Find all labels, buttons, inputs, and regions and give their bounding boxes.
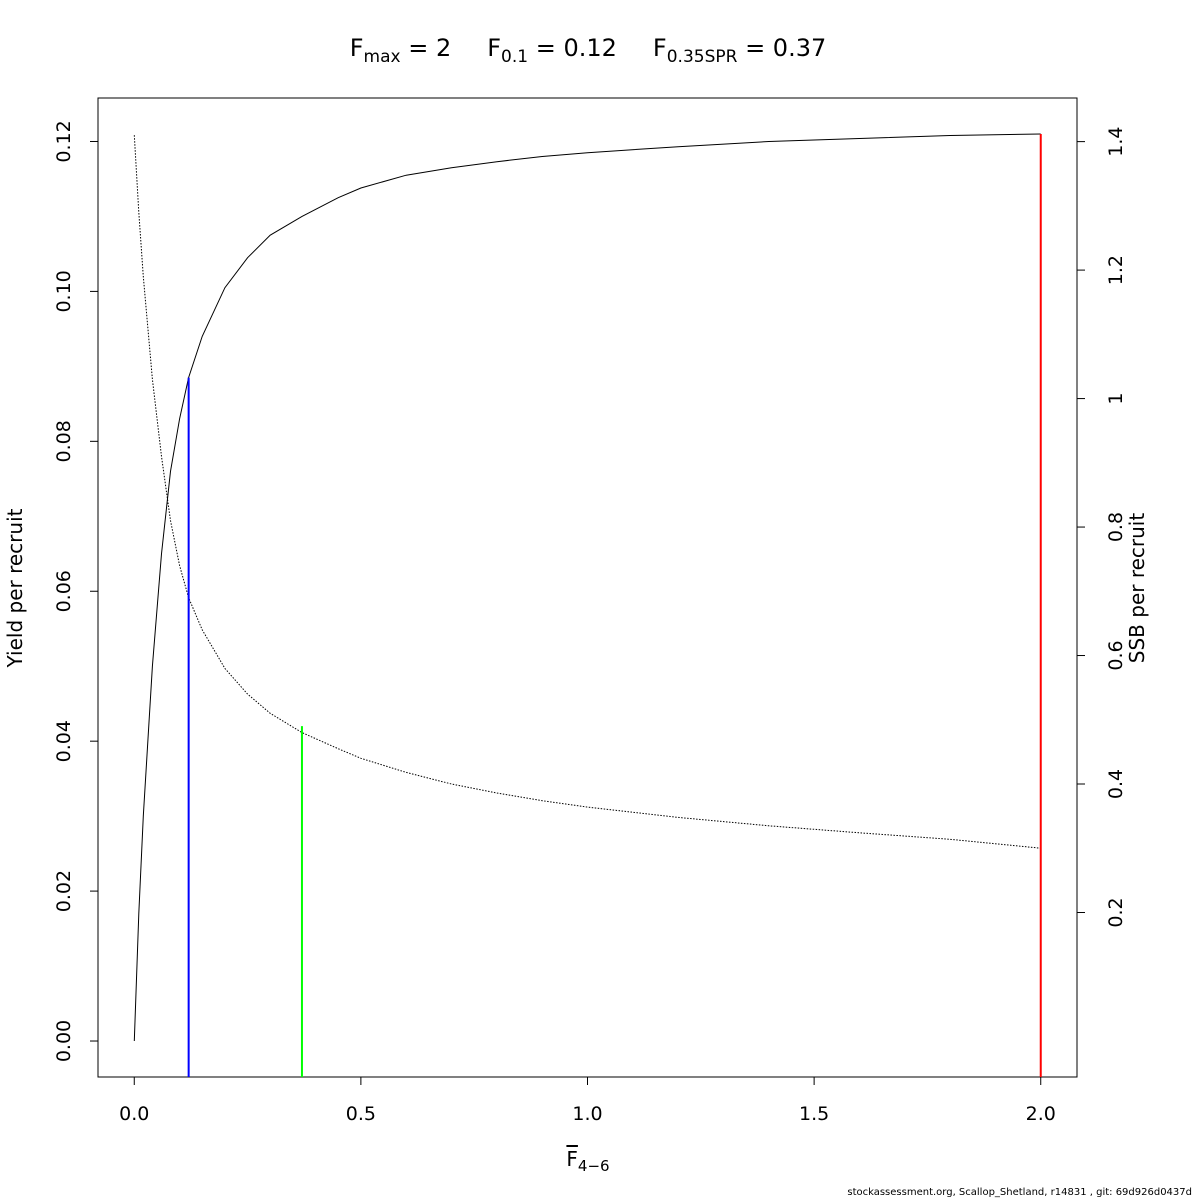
y-right-axis-label: SSB per recruit	[1125, 513, 1149, 664]
x-tick-label: 1.0	[572, 1103, 602, 1125]
x-tick-label: 0.5	[346, 1103, 376, 1125]
y-left-tick-label: 0.10	[53, 270, 75, 312]
x-tick-label: 2.0	[1026, 1103, 1056, 1125]
chart-title: Fmax = 2 F0.1 = 0.12 F0.35SPR = 0.37	[350, 34, 827, 67]
y-right-tick-label: 0.8	[1105, 512, 1127, 542]
y-left-axis-label: Yield per recruit	[3, 508, 27, 668]
x-tick-label: 0.0	[119, 1103, 149, 1125]
yield-per-recruit-curve	[133, 133, 1041, 1042]
plot-frame	[97, 97, 1078, 1078]
y-right-tick-label: 0.6	[1105, 640, 1127, 670]
footer-credit: stockassessment.org, Scallop_Shetland, r…	[847, 1187, 1192, 1198]
y-left-tick-label: 0.04	[53, 720, 75, 762]
y-left-tick-label: 0.00	[53, 1020, 75, 1062]
y-left-tick-label: 0.12	[53, 120, 75, 162]
y-right-tick-label: 1	[1105, 393, 1127, 405]
x-tick-label: 1.5	[799, 1103, 829, 1125]
y-left-tick-label: 0.06	[53, 570, 75, 612]
y-right-tick-label: 1.2	[1105, 255, 1127, 285]
ssb-per-recruit-curve	[133, 135, 1041, 849]
y-left-tick-label: 0.02	[53, 870, 75, 912]
y-right-tick-label: 0.2	[1105, 897, 1127, 927]
y-right-tick-label: 0.4	[1105, 769, 1127, 799]
y-right-tick-label: 1.4	[1105, 127, 1127, 157]
x-axis-label: F4−6	[566, 1147, 609, 1175]
y-left-tick-label: 0.08	[53, 420, 75, 462]
